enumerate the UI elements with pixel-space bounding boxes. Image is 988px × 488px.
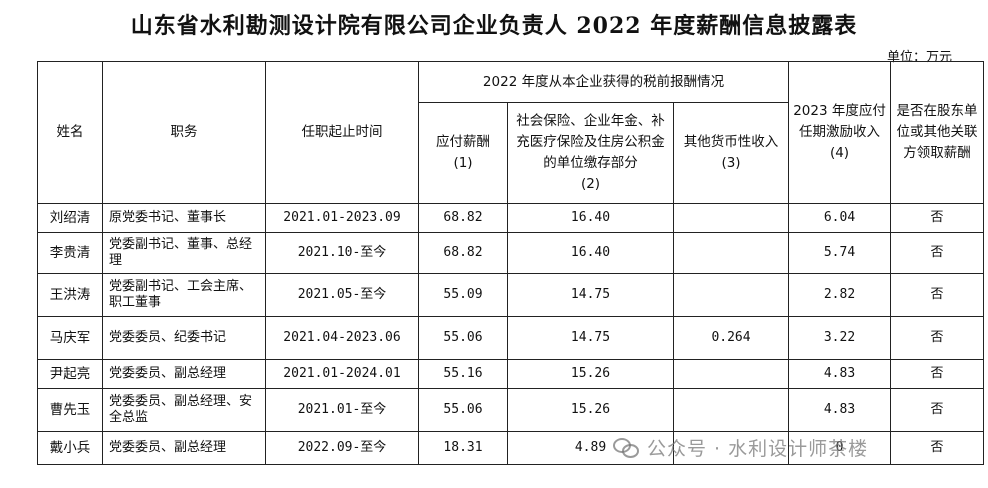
cell-term: 2021.05-至今 — [265, 273, 419, 317]
table-row: 李贵清 党委副书记、董事、总经理 2021.10-至今 68.82 16.40 … — [37, 232, 985, 274]
cell-position: 党委副书记、董事、总经理 — [102, 232, 266, 274]
header-salary: 应付薪酬 (1) — [418, 102, 508, 204]
header-incentive: 2023 年度应付任期激励收入 (4) — [788, 61, 892, 204]
header-related: 是否在股东单位或其他关联方领取薪酬 — [890, 61, 985, 204]
cell-other — [672, 359, 790, 389]
cell-related: 否 — [890, 431, 985, 465]
table-row: 王洪涛 党委副书记、工会主席、职工董事 2021.05-至今 55.09 14.… — [37, 273, 985, 317]
header-name: 姓名 — [37, 61, 103, 204]
cell-incentive: 3.22 — [788, 316, 892, 360]
cell-position: 党委委员、副总经理、安全总监 — [102, 388, 266, 432]
cell-name: 王洪涛 — [37, 273, 103, 317]
header-incentive-label: 2023 年度应付任期激励收入 — [793, 103, 886, 140]
watermark-text: 公众号 · 水利设计师茶楼 — [647, 437, 869, 460]
cell-incentive: 2.82 — [788, 273, 892, 317]
cell-name: 马庆军 — [37, 316, 103, 360]
header-other-label: 其他货币性收入 — [683, 134, 779, 150]
cell-salary: 55.06 — [418, 388, 508, 432]
cell-term: 2021.01-2023.09 — [265, 203, 419, 233]
cell-related: 否 — [890, 316, 985, 360]
cell-term: 2021.10-至今 — [265, 232, 419, 274]
cell-position: 党委委员、副总经理 — [102, 431, 266, 465]
cell-incentive: 5.74 — [788, 232, 892, 274]
header-term: 任职起止时间 — [265, 61, 419, 204]
cell-salary: 55.06 — [418, 316, 508, 360]
header-salary-index: (1) — [453, 155, 473, 171]
cell-social: 15.26 — [507, 359, 674, 389]
cell-related: 否 — [890, 273, 985, 317]
cell-salary: 55.09 — [418, 273, 508, 317]
cell-incentive: 4.83 — [788, 359, 892, 389]
watermark: 公众号 · 水利设计师茶楼 — [613, 432, 868, 462]
cell-term: 2022.09-至今 — [265, 431, 419, 465]
salary-table: 姓名 职务 任职起止时间 2022 年度从本企业获得的税前报酬情况 2023 年… — [37, 61, 985, 465]
header-other-index: (3) — [721, 155, 741, 171]
cell-social: 16.40 — [507, 203, 674, 233]
cell-name: 曹先玉 — [37, 388, 103, 432]
cell-incentive: 4.83 — [788, 388, 892, 432]
cell-other — [672, 203, 790, 233]
cell-social: 15.26 — [507, 388, 674, 432]
header-salary-label: 应付薪酬 — [436, 134, 490, 150]
header-social: 社会保险、企业年金、补充医疗保险及住房公积金的单位缴存部分 (2) — [507, 102, 674, 204]
cell-salary: 68.82 — [418, 203, 508, 233]
page-title: 山东省水利勘测设计院有限公司企业负责人 2022 年度薪酬信息披露表 — [130, 13, 858, 39]
header-other: 其他货币性收入 (3) — [672, 102, 790, 204]
cell-position: 党委委员、副总经理 — [102, 359, 266, 389]
cell-position: 党委副书记、工会主席、职工董事 — [102, 273, 266, 317]
cell-related: 否 — [890, 232, 985, 274]
cell-incentive: 0 — [788, 431, 892, 465]
table-row: 戴小兵 党委委员、副总经理 2022.09-至今 18.31 4.89 0 否 — [37, 431, 985, 465]
cell-name: 李贵清 — [37, 232, 103, 274]
header-incentive-index: (4) — [829, 145, 850, 161]
header-group: 2022 年度从本企业获得的税前报酬情况 — [417, 61, 790, 103]
header-social-index: (2) — [580, 176, 601, 192]
table-row: 尹起亮 党委委员、副总经理 2021.01-2024.01 55.16 15.2… — [37, 359, 985, 389]
cell-other — [672, 431, 790, 465]
cell-salary: 68.82 — [418, 232, 508, 274]
cell-related: 否 — [890, 203, 985, 233]
cell-salary: 18.31 — [418, 431, 508, 465]
cell-other — [672, 232, 790, 274]
cell-related: 否 — [890, 359, 985, 389]
cell-incentive: 6.04 — [788, 203, 892, 233]
cell-social: 4.89 — [507, 431, 674, 465]
cell-social: 16.40 — [507, 232, 674, 274]
cell-other — [672, 388, 790, 432]
cell-term: 2021.04-2023.06 — [265, 316, 419, 360]
cell-name: 刘绍清 — [37, 203, 103, 233]
cell-other — [672, 273, 790, 317]
cell-term: 2021.01-2024.01 — [265, 359, 419, 389]
cell-salary: 55.16 — [418, 359, 508, 389]
wechat-icon — [613, 436, 639, 458]
cell-name: 尹起亮 — [37, 359, 103, 389]
cell-social: 14.75 — [507, 273, 674, 317]
header-social-label: 社会保险、企业年金、补充医疗保险及住房公积金的单位缴存部分 — [516, 113, 665, 171]
cell-other: 0.264 — [672, 316, 790, 360]
header-position: 职务 — [102, 61, 266, 204]
cell-social: 14.75 — [507, 316, 674, 360]
table-row: 马庆军 党委委员、纪委书记 2021.04-2023.06 55.06 14.7… — [37, 316, 985, 360]
cell-position: 党委委员、纪委书记 — [102, 316, 266, 360]
cell-name: 戴小兵 — [37, 431, 103, 465]
cell-related: 否 — [890, 388, 985, 432]
cell-term: 2021.01-至今 — [265, 388, 419, 432]
cell-position: 原党委书记、董事长 — [102, 203, 266, 233]
table-row: 曹先玉 党委委员、副总经理、安全总监 2021.01-至今 55.06 15.2… — [37, 388, 985, 432]
table-row: 刘绍清 原党委书记、董事长 2021.01-2023.09 68.82 16.4… — [37, 203, 985, 233]
